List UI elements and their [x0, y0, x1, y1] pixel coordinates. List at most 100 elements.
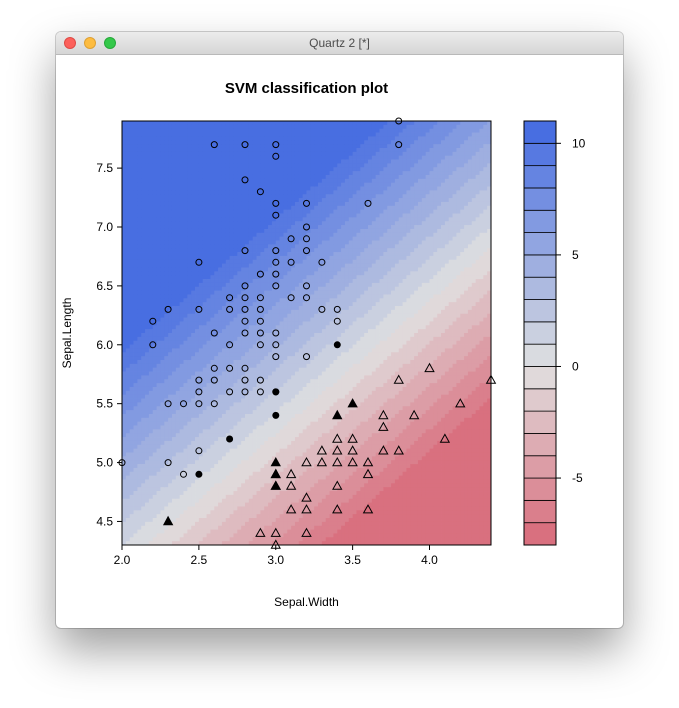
- contour-cell: [210, 448, 215, 453]
- contour-cell: [148, 121, 154, 126]
- contour-cell: [248, 425, 254, 430]
- contour-cell: [221, 167, 227, 172]
- contour-cell: [252, 151, 257, 157]
- contour-cell: [175, 279, 181, 284]
- contour-cell: [168, 167, 173, 172]
- contour-cell: [133, 529, 138, 534]
- contour-cell: [268, 525, 273, 530]
- contour-cell: [156, 336, 161, 342]
- contour-cell: [245, 267, 250, 272]
- contour-cell: [187, 371, 192, 376]
- contour-cell: [221, 487, 227, 492]
- contour-cell: [287, 240, 292, 245]
- contour-cell: [221, 344, 227, 349]
- contour-cell: [260, 460, 265, 465]
- contour-cell: [129, 252, 134, 257]
- contour-cell: [187, 221, 192, 226]
- contour-cell: [218, 383, 223, 388]
- contour-cell: [291, 228, 296, 234]
- contour-cell: [122, 252, 127, 257]
- contour-cell: [137, 363, 142, 369]
- contour-cell: [237, 248, 242, 253]
- contour-cell: [202, 371, 207, 376]
- contour-cell: [275, 167, 280, 172]
- window-titlebar[interactable]: Quartz 2 [*]: [56, 32, 623, 55]
- contour-cell: [156, 359, 161, 365]
- contour-cell: [148, 201, 154, 207]
- contour-cell: [202, 479, 207, 484]
- contour-cell: [294, 225, 300, 230]
- contour-cell: [133, 467, 138, 473]
- contour-cell: [179, 213, 184, 218]
- contour-cell: [145, 525, 150, 530]
- contour-cell: [294, 248, 300, 253]
- contour-cell: [241, 325, 246, 330]
- contour-cell: [202, 163, 207, 168]
- contour-cell: [221, 417, 227, 423]
- contour-cell: [233, 167, 238, 172]
- contour-cell: [164, 502, 169, 507]
- contour-cell: [148, 394, 154, 399]
- contour-cell: [256, 541, 261, 545]
- contour-cell: [145, 529, 150, 534]
- contour-cell: [183, 167, 188, 172]
- contour-cell: [191, 163, 196, 168]
- contour-cell: [191, 521, 196, 527]
- contour-cell: [279, 252, 284, 257]
- contour-cell: [152, 541, 157, 545]
- contour-cell: [152, 329, 157, 334]
- contour-cell: [294, 194, 300, 199]
- contour-cell: [218, 248, 223, 253]
- contour-cell: [218, 398, 223, 403]
- contour-cell: [164, 279, 169, 284]
- contour-cell: [206, 479, 211, 484]
- contour-cell: [291, 336, 296, 342]
- zoom-button[interactable]: [104, 37, 116, 49]
- contour-cell: [221, 537, 227, 542]
- contour-cell: [175, 147, 181, 153]
- contour-cell: [198, 217, 204, 222]
- contour-cell: [145, 533, 150, 538]
- contour-cell: [214, 290, 219, 295]
- contour-cell: [252, 479, 257, 484]
- contour-cell: [279, 471, 284, 477]
- contour-cell: [260, 121, 265, 126]
- contour-cell: [252, 232, 257, 238]
- contour-cell: [291, 144, 296, 149]
- contour-cell: [137, 194, 142, 199]
- contour-cell: [141, 298, 146, 303]
- contour-cell: [287, 140, 292, 145]
- contour-cell: [225, 510, 231, 515]
- contour-cell: [191, 194, 196, 199]
- contour-cell: [233, 271, 238, 276]
- contour-cell: [137, 124, 142, 130]
- contour-cell: [122, 487, 127, 492]
- contour-cell: [198, 417, 204, 423]
- contour-cell: [260, 410, 265, 415]
- contour-cell: [233, 437, 238, 442]
- contour-cell: [198, 394, 204, 399]
- contour-cell: [225, 390, 231, 396]
- contour-cell: [264, 252, 269, 257]
- contour-cell: [191, 425, 196, 430]
- contour-cell: [152, 325, 157, 330]
- contour-cell: [241, 460, 246, 465]
- contour-cell: [283, 178, 288, 184]
- contour-cell: [268, 221, 273, 226]
- contour-cell: [260, 359, 265, 365]
- contour-cell: [252, 244, 257, 249]
- contour-cell: [137, 433, 142, 438]
- contour-cell: [152, 205, 157, 211]
- contour-cell: [279, 383, 284, 388]
- contour-cell: [187, 232, 192, 238]
- contour-cell: [187, 406, 192, 411]
- contour-cell: [141, 159, 146, 164]
- contour-cell: [160, 213, 165, 218]
- contour-cell: [260, 383, 265, 388]
- contour-cell: [171, 433, 177, 438]
- contour-cell: [122, 460, 127, 465]
- close-button[interactable]: [64, 37, 76, 49]
- minimize-button[interactable]: [84, 37, 96, 49]
- contour-cell: [202, 363, 207, 369]
- contour-cell: [271, 306, 277, 311]
